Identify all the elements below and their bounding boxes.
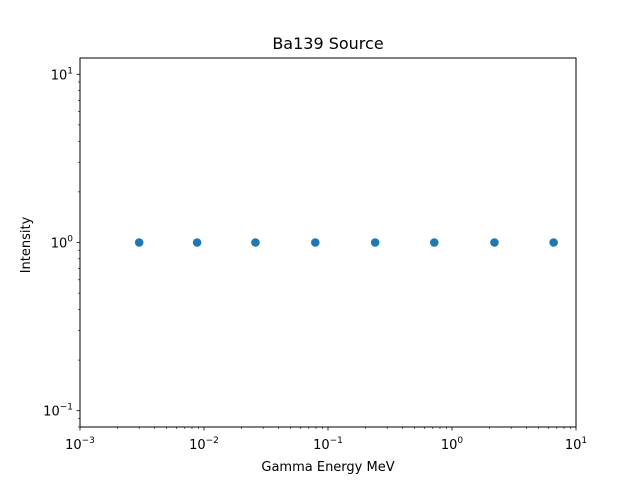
- y-axis-label: Intensity: [19, 216, 34, 273]
- chart-title: Ba139 Source: [272, 34, 383, 53]
- data-point: [490, 238, 499, 247]
- x-tick-exponent: −3: [82, 436, 95, 446]
- y-tick-exponent: 1: [67, 66, 73, 76]
- x-tick-label: 10−2: [189, 436, 219, 453]
- y-tick-label: 101: [51, 66, 73, 83]
- data-point: [134, 238, 144, 247]
- x-tick-label: 10−1: [313, 436, 343, 453]
- y-tick-exponent: −1: [60, 403, 73, 413]
- data-points: [134, 238, 558, 247]
- data-point: [370, 238, 380, 247]
- x-tick-base: 10: [313, 438, 330, 453]
- x-tick-exponent: 1: [581, 436, 587, 446]
- x-tick-label: 101: [565, 436, 587, 453]
- x-tick-exponent: −2: [206, 436, 219, 446]
- x-axis-label: Gamma Energy MeV: [261, 460, 394, 475]
- data-point: [192, 238, 202, 247]
- x-tick-exponent: 0: [457, 436, 463, 446]
- x-tick-label: 100: [441, 436, 464, 453]
- x-tick-base: 10: [189, 438, 206, 453]
- data-point: [549, 238, 558, 247]
- y-tick-base: 10: [43, 405, 60, 420]
- y-tick-label: 10−1: [43, 403, 73, 420]
- y-tick-base: 10: [51, 68, 68, 83]
- data-point: [251, 238, 260, 247]
- data-point: [311, 238, 320, 247]
- y-tick-exponent: 0: [67, 235, 73, 245]
- x-tick-base: 10: [565, 438, 582, 453]
- data-point: [430, 238, 439, 247]
- y-tick-base: 10: [51, 237, 68, 252]
- x-tick-base: 10: [65, 438, 82, 453]
- x-tick-label: 10−3: [65, 436, 95, 453]
- y-tick-label: 100: [51, 235, 74, 252]
- x-tick-exponent: −1: [330, 436, 343, 446]
- x-tick-base: 10: [441, 438, 458, 453]
- plot-frame: [79, 57, 577, 428]
